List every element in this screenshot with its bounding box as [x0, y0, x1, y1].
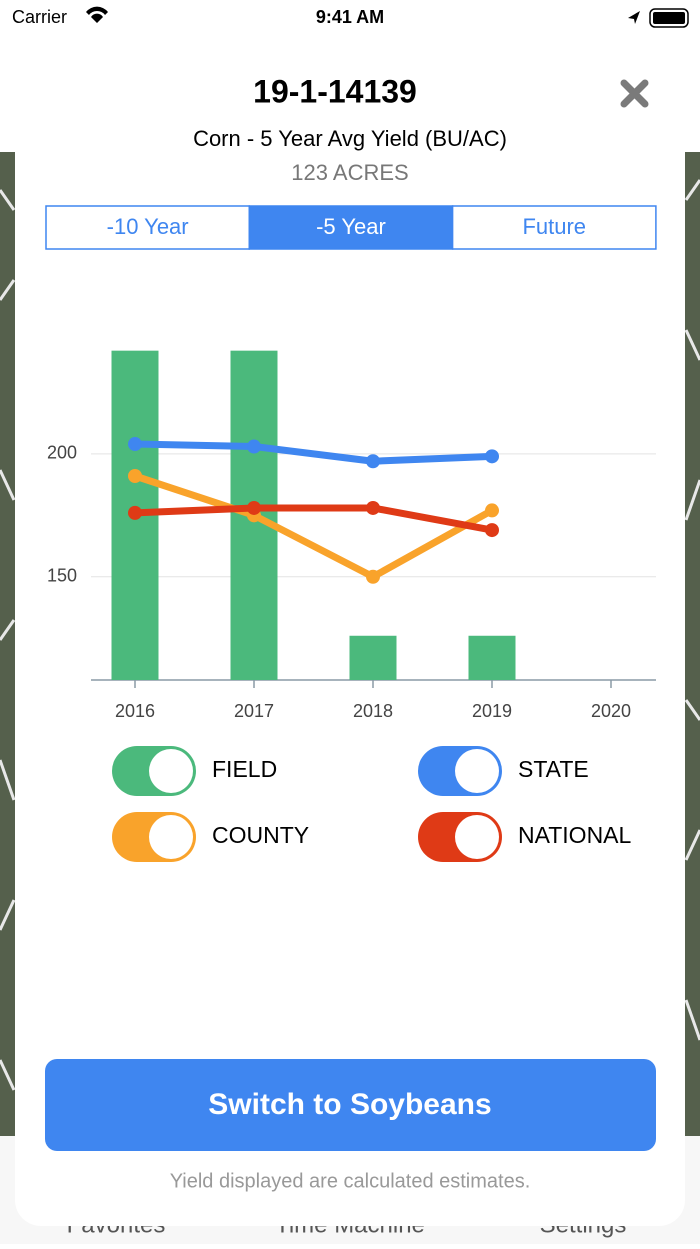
point: [247, 500, 261, 515]
bar: [349, 635, 397, 680]
point: [485, 523, 499, 538]
legend-label: FIELD: [212, 756, 277, 782]
battery-level: [653, 12, 685, 24]
footnote: Yield displayed are calculated estimates…: [170, 1170, 531, 1192]
segment-label: Future: [522, 214, 586, 239]
segment[interactable]: [451, 205, 657, 250]
card: [15, 44, 685, 1226]
point: [366, 500, 380, 515]
segment[interactable]: [248, 205, 454, 250]
close-button[interactable]: [620, 79, 649, 108]
legend-label: NATIONAL: [518, 822, 632, 848]
toggle-knob: [455, 749, 499, 793]
switch-button-label: Switch to Soybeans: [208, 1088, 491, 1121]
toggle-knob: [149, 749, 193, 793]
point: [128, 469, 142, 484]
point: [247, 439, 261, 454]
switch-button[interactable]: [45, 1059, 656, 1151]
wifi-icon: [86, 6, 108, 23]
toggle-knob: [455, 815, 499, 859]
point: [366, 454, 380, 469]
battery: [649, 8, 689, 28]
point: [366, 569, 380, 584]
x-tick-label: 2017: [234, 701, 274, 721]
toggle-knob: [149, 815, 193, 859]
acres: 123 ACRES: [291, 160, 408, 185]
map-field-lines: [0, 179, 700, 1091]
line: [133, 472, 494, 581]
subtitle: Corn - 5 Year Avg Yield (BU/AC): [193, 126, 507, 151]
line: [134, 440, 493, 465]
field-id: 19-1-14139: [253, 73, 417, 109]
line: [134, 504, 493, 534]
x-tick-label: 2016: [115, 701, 155, 721]
carrier: Carrier: [12, 7, 67, 27]
y-tick-label: 200: [47, 443, 77, 463]
point: [485, 449, 499, 464]
legend-label: STATE: [518, 756, 589, 782]
point: [128, 437, 142, 452]
segment-label: -5 Year: [316, 214, 386, 239]
location-icon: [628, 11, 640, 24]
x-tick-label: 2018: [353, 701, 393, 721]
clock: 9:41 AM: [316, 7, 384, 27]
y-tick-label: 150: [47, 566, 77, 586]
point: [128, 505, 142, 520]
legend-label: COUNTY: [212, 822, 309, 848]
bar: [468, 635, 516, 680]
x-tick-label: 2020: [591, 701, 631, 721]
x-tick-label: 2019: [472, 701, 512, 721]
segment-label: -10 Year: [107, 214, 189, 239]
point: [485, 503, 499, 518]
